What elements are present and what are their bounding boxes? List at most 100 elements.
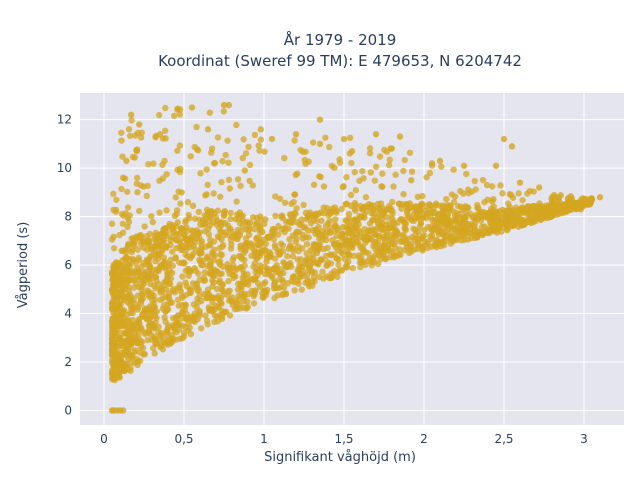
data-point [305, 234, 312, 241]
data-point [292, 130, 300, 138]
data-point [185, 268, 192, 275]
data-point [343, 261, 350, 269]
data-point [314, 246, 322, 253]
data-point [224, 264, 232, 271]
data-point [108, 300, 116, 307]
data-point [297, 146, 304, 154]
data-point [261, 271, 269, 278]
data-point [193, 235, 201, 242]
data-point [163, 286, 170, 293]
data-point [508, 143, 516, 150]
data-point [372, 241, 379, 249]
data-point [288, 263, 295, 270]
data-point [235, 215, 242, 222]
data-point [183, 224, 190, 231]
data-point [457, 187, 464, 195]
data-point [273, 262, 281, 269]
data-point [388, 231, 396, 239]
data-point [162, 104, 169, 112]
data-point [156, 209, 163, 216]
data-point [152, 253, 159, 260]
data-point [132, 347, 139, 354]
data-point [318, 231, 325, 238]
data-point [116, 231, 123, 239]
data-point [525, 216, 533, 223]
data-point [109, 289, 116, 297]
data-point [293, 235, 300, 242]
data-point [128, 340, 135, 347]
data-point [447, 223, 454, 230]
data-point [149, 218, 157, 226]
data-point [219, 263, 227, 270]
x-axis-title: Signifikant våghöjd (m) [264, 450, 416, 465]
data-point [520, 221, 528, 228]
data-point [198, 238, 206, 245]
data-point [450, 166, 457, 173]
data-point [160, 338, 167, 346]
data-point [493, 229, 501, 236]
data-point [281, 260, 288, 267]
data-point [124, 214, 131, 222]
data-point [137, 134, 145, 141]
data-point [333, 232, 340, 240]
data-point [302, 279, 309, 286]
data-point [400, 167, 407, 175]
data-point [218, 228, 226, 236]
data-point [438, 163, 445, 170]
data-point [251, 247, 258, 254]
data-point [268, 135, 276, 143]
data-point [407, 240, 415, 248]
data-point [277, 266, 285, 273]
data-point [252, 220, 259, 228]
data-point [237, 182, 244, 190]
data-point [228, 298, 235, 305]
data-point [406, 149, 414, 156]
data-point [379, 170, 386, 177]
data-point [156, 286, 164, 294]
data-point [580, 198, 588, 206]
data-point [188, 252, 196, 260]
data-point [161, 314, 168, 321]
data-point [449, 237, 457, 245]
data-point [376, 221, 383, 228]
data-point [189, 202, 197, 210]
data-point [169, 222, 177, 229]
data-point [290, 247, 297, 255]
data-point [564, 196, 572, 203]
data-point [365, 227, 372, 234]
data-point [328, 252, 335, 259]
data-point [474, 201, 481, 209]
data-point [108, 317, 116, 325]
data-point [337, 233, 345, 240]
data-point [140, 269, 147, 276]
data-point [135, 254, 143, 262]
data-point [516, 179, 524, 186]
data-point [155, 329, 162, 336]
data-point [225, 176, 233, 184]
data-point [167, 241, 174, 249]
data-point [499, 190, 506, 197]
data-point [272, 212, 279, 220]
data-point [124, 366, 132, 373]
data-point [205, 231, 213, 238]
data-point [335, 261, 342, 269]
data-point [125, 261, 133, 268]
data-point [214, 233, 222, 240]
data-point [279, 212, 286, 219]
data-point [370, 211, 378, 218]
data-point [240, 136, 247, 143]
data-point [519, 196, 526, 204]
data-point [245, 227, 252, 234]
data-point [214, 134, 222, 141]
data-point [269, 274, 276, 281]
data-point [194, 283, 201, 291]
data-point [251, 131, 259, 139]
data-point [262, 216, 269, 223]
data-point [196, 292, 203, 299]
data-point [251, 288, 258, 295]
data-point [253, 255, 261, 262]
data-point [261, 263, 268, 270]
data-point [148, 212, 155, 220]
data-point [296, 264, 304, 271]
